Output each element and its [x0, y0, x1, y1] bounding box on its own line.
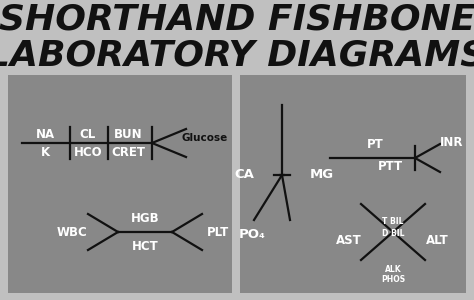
Text: Glucose: Glucose	[182, 133, 228, 143]
Text: PTT: PTT	[377, 160, 402, 172]
Bar	[8, 75, 232, 293]
Text: HGB: HGB	[131, 212, 159, 226]
Text: D BIL: D BIL	[382, 230, 404, 238]
Text: ALK: ALK	[385, 266, 401, 274]
Text: CA: CA	[234, 169, 254, 182]
Text: PT: PT	[366, 137, 383, 151]
Text: INR: INR	[440, 136, 464, 148]
Text: PO₄: PO₄	[238, 227, 265, 241]
Text: CRET: CRET	[111, 146, 145, 160]
Bar	[240, 75, 466, 293]
Text: AST: AST	[336, 233, 362, 247]
Text: BUN: BUN	[114, 128, 142, 142]
Text: PLT: PLT	[207, 226, 229, 238]
Text: HCO: HCO	[73, 146, 102, 160]
Text: WBC: WBC	[56, 226, 87, 238]
Text: K: K	[40, 146, 50, 160]
Text: ALT: ALT	[426, 233, 448, 247]
Text: CL: CL	[80, 128, 96, 142]
Text: T BIL: T BIL	[382, 218, 404, 226]
Text: SHORTHAND FISHBONE: SHORTHAND FISHBONE	[0, 3, 474, 37]
Text: HCT: HCT	[132, 239, 158, 253]
Text: PHOS: PHOS	[381, 275, 405, 284]
Text: LABORATORY DIAGRAMS: LABORATORY DIAGRAMS	[0, 38, 474, 72]
Text: MG: MG	[310, 169, 334, 182]
Text: NA: NA	[36, 128, 55, 142]
